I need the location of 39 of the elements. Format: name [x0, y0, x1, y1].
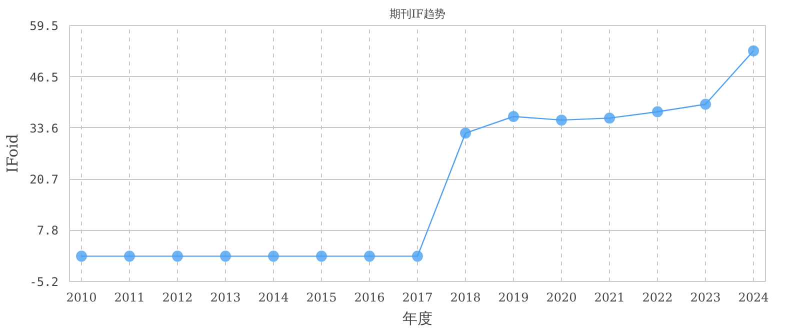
- x-tick-label: 2020: [546, 290, 577, 304]
- y-tick-label: -5.2: [30, 275, 59, 289]
- point: [316, 250, 327, 262]
- point: [508, 111, 519, 122]
- point: [124, 250, 135, 262]
- point: [220, 250, 231, 262]
- x-tick-label: 2024: [738, 290, 770, 304]
- x-tick-label: 2021: [594, 290, 625, 304]
- x-tick-label: 2014: [258, 290, 290, 304]
- y-tick-label: 46.5: [30, 70, 59, 84]
- x-tick-label: 2015: [306, 290, 337, 304]
- point: [460, 128, 471, 139]
- point: [604, 112, 615, 124]
- x-tick-label: 2012: [162, 290, 193, 304]
- x-tick-label: 2011: [114, 290, 145, 304]
- x-tick-label: 2022: [642, 290, 673, 304]
- point: [364, 250, 375, 262]
- y-tick-label: 7.8: [36, 224, 59, 238]
- point: [172, 250, 183, 262]
- y-tick-label: 20.7: [30, 172, 59, 187]
- x-tick-label: 2018: [450, 290, 481, 304]
- point: [556, 114, 567, 126]
- point: [748, 45, 759, 56]
- y-tick-label: 59.5: [30, 19, 59, 33]
- point: [412, 250, 423, 262]
- y-tick-label: 33.6: [30, 121, 59, 136]
- point: [76, 250, 87, 262]
- y-axis-title: IFoid: [4, 134, 22, 173]
- x-tick-label: 2023: [690, 290, 721, 304]
- chart-title: 期刊IF趋势: [390, 8, 446, 20]
- point: [700, 98, 711, 110]
- point: [652, 106, 663, 118]
- x-tick-label: 2019: [498, 290, 529, 304]
- x-axis-title: 年度: [402, 310, 432, 328]
- x-tick-label: 2013: [210, 290, 241, 304]
- point: [268, 250, 279, 262]
- x-tick-label: 2017: [402, 290, 433, 304]
- x-tick-label: 2010: [66, 290, 97, 304]
- x-tick-label: 2016: [354, 290, 385, 304]
